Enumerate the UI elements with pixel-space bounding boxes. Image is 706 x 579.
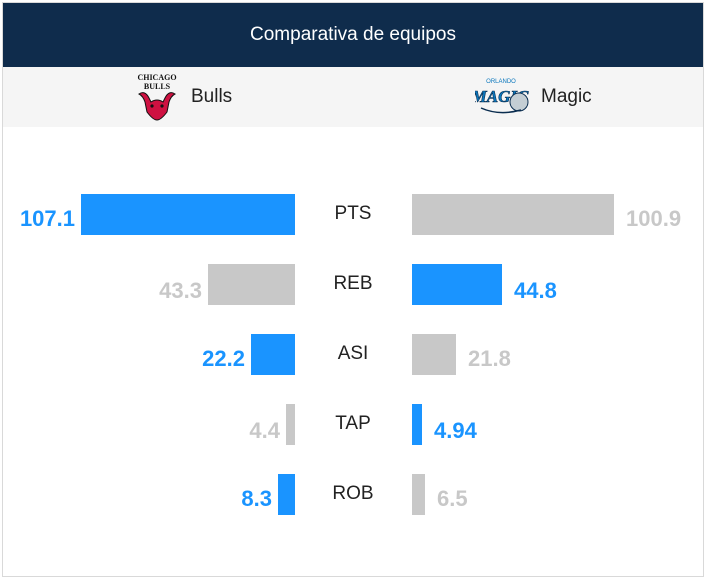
comparison-chart: 107.1 PTS 100.9 43.3 REB 44.8 22.2 ASI 21.8 4.4 TA… <box>3 127 703 576</box>
category-label-reb: REB <box>333 273 373 294</box>
value-right-tap: 4.94 <box>434 418 477 443</box>
bar-right-rob <box>412 474 425 515</box>
value-right-reb: 44.8 <box>514 278 557 303</box>
value-left-pts: 107.1 <box>19 206 75 231</box>
card-header: Comparativa de equipos <box>3 3 703 67</box>
teams-row: CHICAGO BULLS Bulls ORLANDO MAGIC Magic <box>3 67 703 127</box>
bar-left-tap <box>286 404 295 445</box>
value-left-reb: 43.3 <box>159 278 202 303</box>
team-bulls: CHICAGO BULLS Bulls <box>131 67 232 127</box>
svg-text:BULLS: BULLS <box>144 82 171 91</box>
bar-left-asi <box>251 334 295 375</box>
value-right-rob: 6.5 <box>437 486 468 511</box>
category-label-rob: ROB <box>332 483 374 504</box>
team-name-left: Bulls <box>191 86 233 107</box>
category-label-asi: ASI <box>337 343 369 364</box>
team-name-right: Magic <box>541 86 592 107</box>
bar-left-pts <box>81 194 295 235</box>
orlando-magic-logo-icon: ORLANDO MAGIC <box>475 79 529 114</box>
value-right-asi: 21.8 <box>468 346 511 371</box>
team-magic: ORLANDO MAGIC Magic <box>475 67 592 127</box>
bar-right-reb <box>412 264 502 305</box>
bar-right-asi <box>412 334 456 375</box>
bar-right-pts <box>412 194 614 235</box>
category-label-tap: TAP <box>335 413 371 434</box>
value-left-rob: 8.3 <box>241 486 272 511</box>
value-left-tap: 4.4 <box>249 418 280 443</box>
card-title: Comparativa de equipos <box>250 24 456 45</box>
bar-left-reb <box>208 264 295 305</box>
svg-text:ORLANDO: ORLANDO <box>486 79 516 85</box>
value-left-asi: 22.2 <box>202 346 245 371</box>
category-label-pts: PTS <box>334 203 372 224</box>
bar-left-rob <box>278 474 295 515</box>
chicago-bulls-logo-icon: CHICAGO BULLS <box>137 73 177 121</box>
svg-text:CHICAGO: CHICAGO <box>137 73 176 82</box>
value-right-pts: 100.9 <box>626 206 682 231</box>
bar-right-tap <box>412 404 422 445</box>
